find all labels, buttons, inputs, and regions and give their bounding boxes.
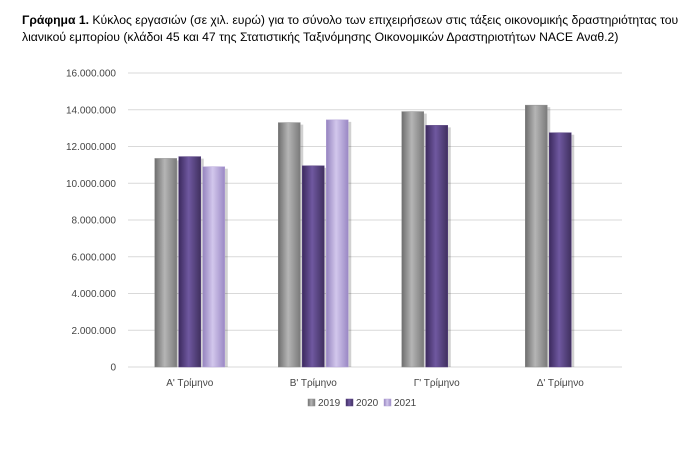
legend: 2019 2020 2021 bbox=[307, 398, 417, 409]
bar-2019-1 bbox=[154, 158, 177, 368]
y-tick-label: 8.000.000 bbox=[72, 216, 117, 227]
y-tick-label: 16.000.000 bbox=[66, 69, 116, 80]
bar-2019-4 bbox=[525, 104, 548, 368]
x-category-label: Α' Τρίμηνο bbox=[166, 377, 214, 389]
bar-2021-2 bbox=[326, 119, 349, 368]
y-tick-label: 0 bbox=[110, 363, 116, 374]
legend-label-2019: 2019 bbox=[318, 398, 341, 409]
legend-label-2021: 2021 bbox=[394, 398, 417, 409]
bar-2020-2 bbox=[302, 165, 325, 368]
caption-label: Γράφημα 1. bbox=[22, 13, 90, 27]
bar-2019-2 bbox=[278, 122, 301, 368]
legend-label-2020: 2020 bbox=[356, 398, 379, 409]
y-axis-ticks: 0 2.000.000 4.000.000 6.000.000 8.000.000 10.… bbox=[66, 69, 117, 374]
bar-2020-1 bbox=[178, 156, 201, 368]
y-tick-label: 10.000.000 bbox=[66, 179, 116, 190]
y-tick-label: 2.000.000 bbox=[72, 326, 117, 337]
x-axis-categories: Α' Τρίμηνο Β' Τρίμηνο Γ' Τρίμηνο Δ' Τρίμηνο bbox=[166, 377, 584, 389]
legend-swatch-2019 bbox=[307, 398, 316, 407]
y-tick-label: 12.000.000 bbox=[66, 142, 116, 153]
bar-2020-4 bbox=[549, 132, 572, 368]
caption-text: Κύκλος εργασιών (σε χιλ. ευρώ) για το σύ… bbox=[22, 13, 679, 44]
bar-2021-1 bbox=[202, 166, 225, 368]
x-category-label: Β' Τρίμηνο bbox=[290, 377, 338, 389]
bar-2019-3 bbox=[401, 111, 424, 368]
bar-2020-3 bbox=[425, 125, 448, 368]
x-category-label: Γ' Τρίμηνο bbox=[414, 377, 460, 389]
y-tick-label: 4.000.000 bbox=[72, 289, 117, 300]
y-tick-label: 14.000.000 bbox=[66, 105, 116, 116]
chart-caption: Γράφημα 1. Κύκλος εργασιών (σε χιλ. ευρώ… bbox=[22, 12, 692, 46]
legend-swatch-2020 bbox=[345, 398, 354, 407]
bars bbox=[154, 104, 575, 368]
x-category-label: Δ' Τρίμηνο bbox=[537, 377, 585, 389]
legend-swatch-2021 bbox=[383, 398, 392, 407]
y-tick-label: 6.000.000 bbox=[72, 252, 117, 263]
